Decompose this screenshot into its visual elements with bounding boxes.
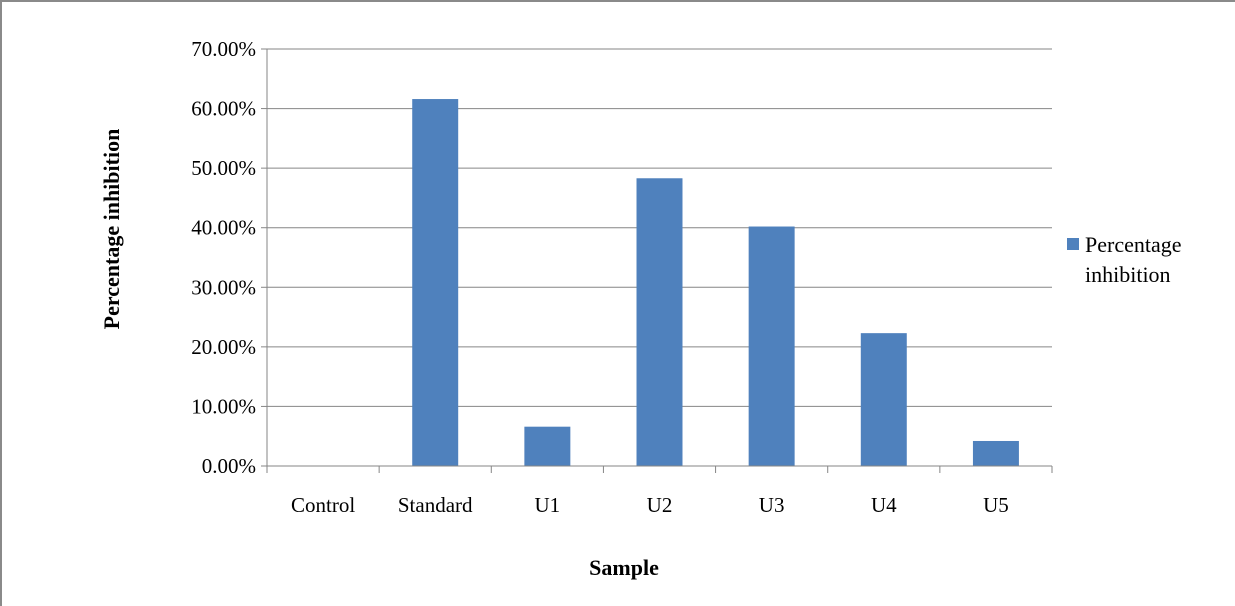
legend-label-line-1: Percentage (1085, 232, 1182, 257)
bar-u3 (748, 226, 795, 466)
x-tick-label: U5 (983, 493, 1009, 517)
x-axis-tick-labels: Control Standard U1 U2 U3 U4 U5 (291, 493, 1009, 517)
bar-u4 (860, 333, 907, 466)
bar-u5 (972, 440, 1019, 466)
y-tick-label: 40.00% (191, 216, 256, 240)
bar-u1 (524, 426, 571, 466)
y-axis-title: Percentage inhibition (99, 129, 124, 330)
y-tick-label: 30.00% (191, 275, 256, 299)
x-tick-label: Control (291, 493, 355, 517)
legend-swatch (1067, 238, 1079, 250)
x-tick-label: U3 (759, 493, 785, 517)
bar-u2 (636, 178, 683, 466)
x-tick-label: U2 (647, 493, 673, 517)
legend: Percentage inhibition (1067, 232, 1182, 287)
y-tick-label: 20.00% (191, 335, 256, 359)
legend-label-line-2: inhibition (1085, 262, 1171, 287)
y-tick-label: 60.00% (191, 97, 256, 121)
x-tick-label: U1 (535, 493, 561, 517)
y-tick-label: 10.00% (191, 394, 256, 418)
bars (412, 99, 1019, 466)
x-tick-label: U4 (871, 493, 897, 517)
y-axis-tick-labels: 0.00% 10.00% 20.00% 30.00% 40.00% 50.00% 60.00… (191, 37, 256, 478)
x-tick-label: Standard (398, 493, 473, 517)
x-axis-title: Sample (589, 555, 659, 580)
bar-standard (412, 99, 459, 466)
y-tick-label: 0.00% (202, 454, 256, 478)
y-tick-label: 50.00% (191, 156, 256, 180)
y-tick-label: 70.00% (191, 37, 256, 61)
axes (266, 49, 1053, 473)
